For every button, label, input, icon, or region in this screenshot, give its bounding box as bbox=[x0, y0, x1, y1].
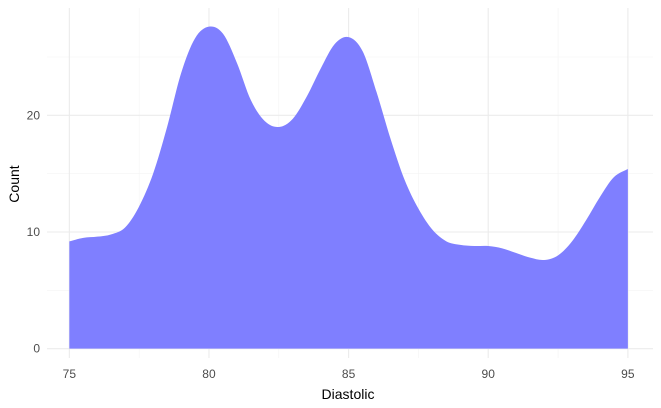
x-axis-title: Diastolic bbox=[322, 386, 375, 402]
y-tick-label: 10 bbox=[27, 225, 41, 239]
y-tick-label: 20 bbox=[27, 108, 41, 122]
x-tick-label: 80 bbox=[202, 367, 216, 381]
plot-area bbox=[69, 26, 628, 349]
x-tick-label: 95 bbox=[621, 367, 635, 381]
density-area-series-0 bbox=[69, 26, 628, 349]
x-tick-label: 85 bbox=[342, 367, 356, 381]
y-tick-label: 0 bbox=[33, 342, 40, 356]
x-tick-label: 75 bbox=[63, 367, 77, 381]
x-tick-label: 90 bbox=[482, 367, 496, 381]
tick-labels: 75 80 85 90 95 0 10 20 bbox=[27, 108, 635, 381]
y-axis-title: Count bbox=[6, 165, 22, 202]
